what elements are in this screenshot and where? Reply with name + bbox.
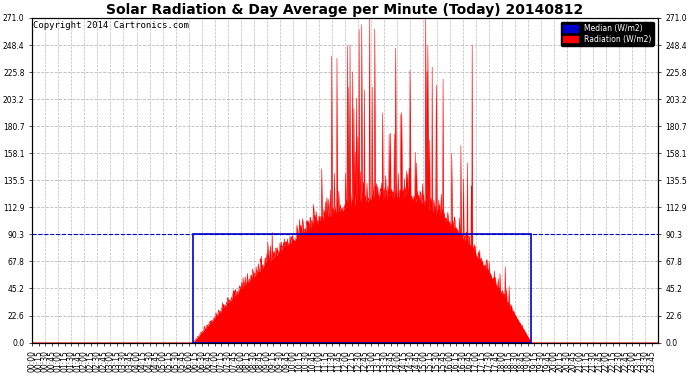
Text: Copyright 2014 Cartronics.com: Copyright 2014 Cartronics.com xyxy=(33,21,189,30)
Legend: Median (W/m2), Radiation (W/m2): Median (W/m2), Radiation (W/m2) xyxy=(561,22,654,46)
Bar xyxy=(193,234,531,343)
Title: Solar Radiation & Day Average per Minute (Today) 20140812: Solar Radiation & Day Average per Minute… xyxy=(106,3,584,17)
